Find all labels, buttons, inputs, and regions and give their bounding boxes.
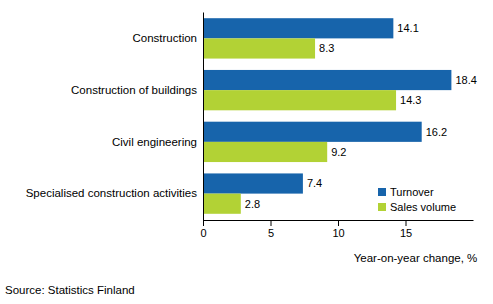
- y-tick-label: Civil engineering: [112, 136, 197, 148]
- bar: [203, 142, 327, 162]
- data-labels: 14.1 18.4 16.2 7.4 8.3 14.3 9.2 2.8: [245, 22, 477, 209]
- data-label: 14.1: [397, 22, 418, 34]
- bar: [203, 38, 315, 58]
- x-tick: 5: [268, 220, 274, 239]
- x-tick-label: 15: [400, 227, 412, 239]
- y-tick-label: Construction: [132, 32, 197, 44]
- x-tick-mark: [203, 220, 204, 226]
- x-tick-mark: [338, 220, 339, 226]
- y-tick-label: Specialised construction activities: [26, 187, 198, 199]
- legend-label: Turnover: [390, 186, 434, 198]
- x-tick: 10: [332, 220, 344, 239]
- x-axis: 0 5 10 15: [200, 220, 473, 239]
- x-tick-mark: [271, 220, 272, 226]
- x-tick: 15: [400, 220, 412, 239]
- y-axis-line: [203, 13, 204, 221]
- x-tick-label: 5: [268, 227, 274, 239]
- legend-swatch: [378, 203, 386, 211]
- annotation: Source: Statistics Finland: [5, 284, 135, 296]
- data-label: 14.3: [400, 94, 421, 106]
- y-tick-label: Construction of buildings: [71, 84, 197, 96]
- data-label: 18.4: [455, 74, 476, 86]
- data-label: 16.2: [426, 126, 447, 138]
- legend-item: Sales volume: [378, 201, 456, 213]
- x-axis-title: Year-on-year change, %: [354, 252, 478, 264]
- legend-swatch: [378, 188, 386, 196]
- y-tick: Specialised construction activities: [26, 187, 203, 199]
- x-tick-label: 10: [332, 227, 344, 239]
- bar: [203, 18, 393, 38]
- y-tick: Construction: [132, 32, 203, 44]
- bars: [203, 18, 451, 214]
- bar: [203, 90, 396, 110]
- bar: [203, 70, 451, 90]
- data-label: 9.2: [331, 146, 346, 158]
- data-label: 8.3: [319, 42, 334, 54]
- bar: [203, 173, 303, 193]
- x-tick-label: 0: [200, 227, 206, 239]
- chart: 14.1 18.4 16.2 7.4 8.3 14.3 9.2 2.8 0 5 10 15 Constr…: [0, 0, 493, 304]
- bar: [203, 122, 422, 142]
- legend-label: Sales volume: [390, 201, 456, 213]
- y-tick: Construction of buildings: [71, 84, 203, 96]
- data-label: 7.4: [307, 177, 322, 189]
- data-label: 2.8: [245, 198, 260, 210]
- legend-item: Turnover: [378, 186, 434, 198]
- y-tick: Civil engineering: [112, 136, 203, 148]
- x-tick: 0: [200, 220, 206, 239]
- legend: Turnover Sales volume: [378, 186, 456, 213]
- bar: [203, 194, 241, 214]
- y-axis: Construction Construction of buildings Civ…: [26, 13, 204, 221]
- x-tick-mark: [406, 220, 407, 226]
